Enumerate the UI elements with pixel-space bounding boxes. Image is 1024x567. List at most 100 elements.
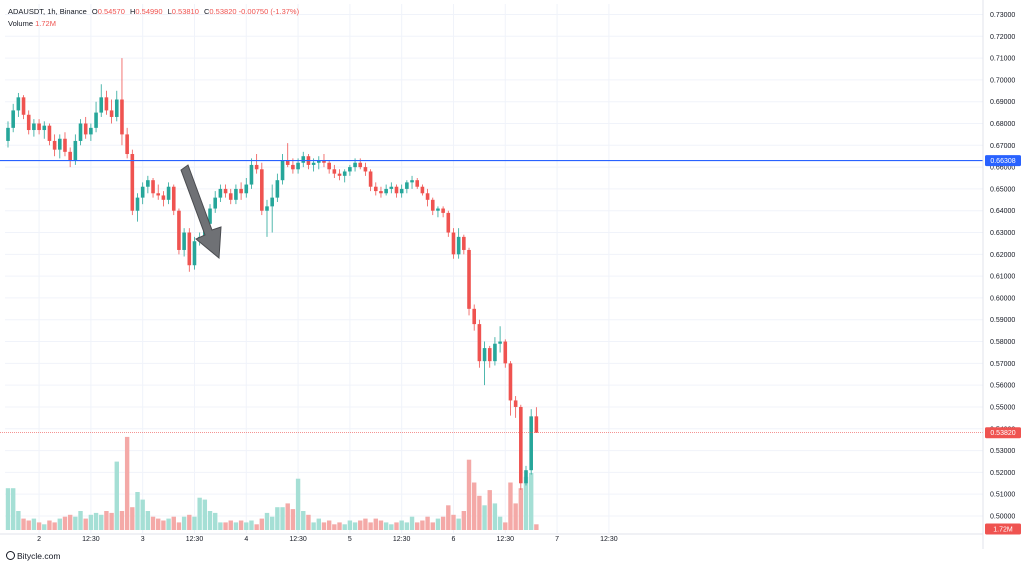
volume-bar [42, 524, 47, 530]
volume-bar [52, 522, 57, 530]
candle-body [125, 134, 129, 155]
volume-bar [192, 516, 197, 530]
candle-body [498, 341, 502, 344]
candle-body [99, 97, 104, 113]
candle-body [234, 188, 238, 200]
candle-body [171, 186, 176, 211]
candle-body [373, 186, 378, 192]
candle-body [301, 156, 306, 163]
bitycle-logo-icon [6, 551, 15, 560]
legend-symbol[interactable]: ADAUSDT [8, 7, 44, 16]
volume-bar [254, 524, 259, 530]
candle-body [182, 232, 186, 250]
candle-body [415, 180, 420, 187]
candle-body [441, 208, 445, 213]
volume-bar [181, 516, 187, 530]
volume-bar [285, 503, 290, 530]
volume-bars [5, 436, 539, 530]
volume-bar [518, 488, 524, 530]
volume-bar [383, 522, 389, 530]
candle-body [291, 164, 295, 170]
y-tick-label: 0.72000 [990, 34, 1015, 41]
candle-body [52, 140, 57, 150]
volume-bar [290, 509, 296, 530]
candle-body [513, 400, 518, 407]
volume-bar [347, 520, 353, 530]
time-axis[interactable]: 2 12:30 3 12:30 4 12:30 5 12:30 6 12:30 7 12:30 [37, 536, 618, 543]
volume-bar [228, 520, 233, 530]
candle-body [405, 182, 409, 189]
candle-body [327, 162, 331, 170]
candle-body [534, 416, 539, 433]
volume-bar [280, 507, 285, 530]
candle-body [265, 206, 269, 211]
candle-body [177, 210, 181, 250]
y-tick-label: 0.55000 [990, 404, 1015, 411]
y-tick-label: 0.52000 [990, 470, 1015, 477]
volume-bar [67, 514, 73, 530]
volume-bar [378, 520, 384, 530]
legend-open-label: O [91, 7, 98, 16]
volume-bar [244, 522, 249, 530]
volume-bar [259, 518, 265, 530]
y-tick-label: 0.63000 [990, 230, 1015, 237]
y-tick-label: 0.61000 [990, 274, 1015, 281]
volume-bar [16, 511, 21, 530]
chart-grid [5, 4, 983, 533]
y-tick-label: 0.56000 [990, 383, 1015, 390]
volume-bar [275, 507, 280, 530]
volume-bar [124, 436, 130, 530]
volume-bar [394, 522, 399, 530]
legend-interval: 1h [47, 7, 56, 16]
price-axis[interactable]: 0.73000 0.72000 0.71000 0.70000 0.69000 0.680… [0, 0, 1015, 549]
volume-tag: 1.72M [993, 527, 1013, 534]
down-arrow-annotation[interactable] [180, 164, 222, 260]
volume-bar [145, 511, 151, 530]
volume-bar [140, 499, 145, 530]
y-tick-label: 0.71000 [990, 56, 1015, 63]
volume-bar [451, 514, 456, 530]
volume-bar [207, 511, 213, 530]
volume-bar [78, 511, 83, 530]
candle-body [239, 188, 243, 194]
volume-bar [389, 524, 394, 530]
legend-volume-value: 1.72M [35, 19, 56, 28]
volume-bar [342, 524, 347, 530]
volume-bar [10, 488, 16, 530]
down-arrow-icon[interactable] [180, 164, 222, 260]
candle-body [425, 193, 430, 200]
candle-body [58, 138, 62, 150]
x-tick-label: 12:30 [82, 536, 100, 543]
candle-body [280, 160, 285, 181]
candle-body [270, 197, 274, 207]
volume-bar [31, 518, 37, 530]
volume-bar [238, 520, 244, 530]
volume-bar [528, 473, 534, 530]
volume-bar [440, 516, 446, 530]
candle-body [94, 112, 98, 128]
candle-body [363, 167, 368, 172]
candlestick-series [6, 58, 539, 490]
legend-volume-label[interactable]: Volume [8, 19, 34, 28]
x-tick-label: 12:30 [289, 536, 307, 543]
volume-bar [461, 511, 467, 530]
volume-bar [404, 522, 410, 530]
y-tick-label: 0.62000 [990, 252, 1015, 259]
candle-body [11, 110, 15, 128]
candle-body [135, 197, 140, 211]
volume-bar [21, 518, 26, 530]
volume-bar [57, 518, 62, 530]
level-price-tag-bg [985, 155, 1021, 167]
candle-body [348, 167, 352, 172]
x-tick-label: 6 [452, 536, 456, 543]
y-tick-label: 0.58000 [990, 339, 1015, 346]
volume-bar [311, 522, 316, 530]
candle-body [146, 180, 150, 187]
volume-bar [161, 520, 166, 530]
candle-body [477, 324, 482, 362]
volume-bar [523, 476, 529, 530]
candle-body [42, 125, 47, 131]
candle-body [379, 191, 383, 194]
candle-body [78, 123, 83, 141]
